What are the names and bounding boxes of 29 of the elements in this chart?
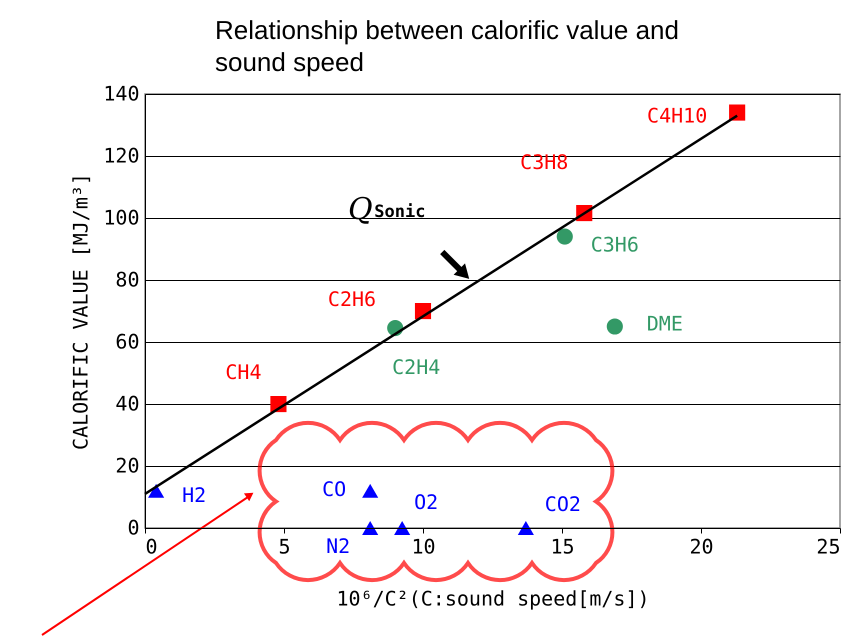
y-tick-label: 0	[127, 516, 140, 540]
y-tick-label: 20	[115, 454, 140, 478]
x-tick-label: 25	[816, 534, 840, 558]
annotation: C4H10	[647, 104, 708, 128]
annotation: H2	[182, 482, 206, 507]
x-tick-label: 10	[411, 534, 436, 558]
annotation: N2	[326, 534, 350, 558]
y-tick-label: 140	[103, 82, 140, 106]
y-tick-label: 40	[115, 392, 140, 416]
annotation: C3H8	[520, 150, 568, 174]
annotation: DME	[646, 312, 683, 336]
x-tick-label: 0	[146, 534, 158, 558]
annotation: CO	[322, 476, 346, 501]
annotation: C2H6	[328, 287, 376, 311]
annotation: C2H4	[392, 355, 440, 380]
annotation: CO2	[544, 492, 581, 516]
x-tick-label: 5	[278, 534, 291, 558]
annotation: C3H6	[590, 232, 639, 257]
y-tick-label: 60	[115, 330, 140, 354]
chart-title: Relationship between calorific value and sound speed	[215, 15, 679, 77]
y-tick-label: 100	[103, 206, 140, 230]
y-tick-label: 80	[115, 268, 140, 292]
x-axis-title: 10⁶/C²(C:sound speed[m/s])	[336, 586, 650, 610]
y-tick-label: 120	[103, 144, 140, 168]
annotation: CH4	[225, 360, 262, 384]
annotation: O2	[414, 490, 438, 514]
x-tick-label: 15	[550, 534, 575, 558]
x-tick-label: 20	[689, 534, 714, 558]
y-axis-title: CALORIFIC VALUE [MJ/m³]	[68, 173, 92, 450]
